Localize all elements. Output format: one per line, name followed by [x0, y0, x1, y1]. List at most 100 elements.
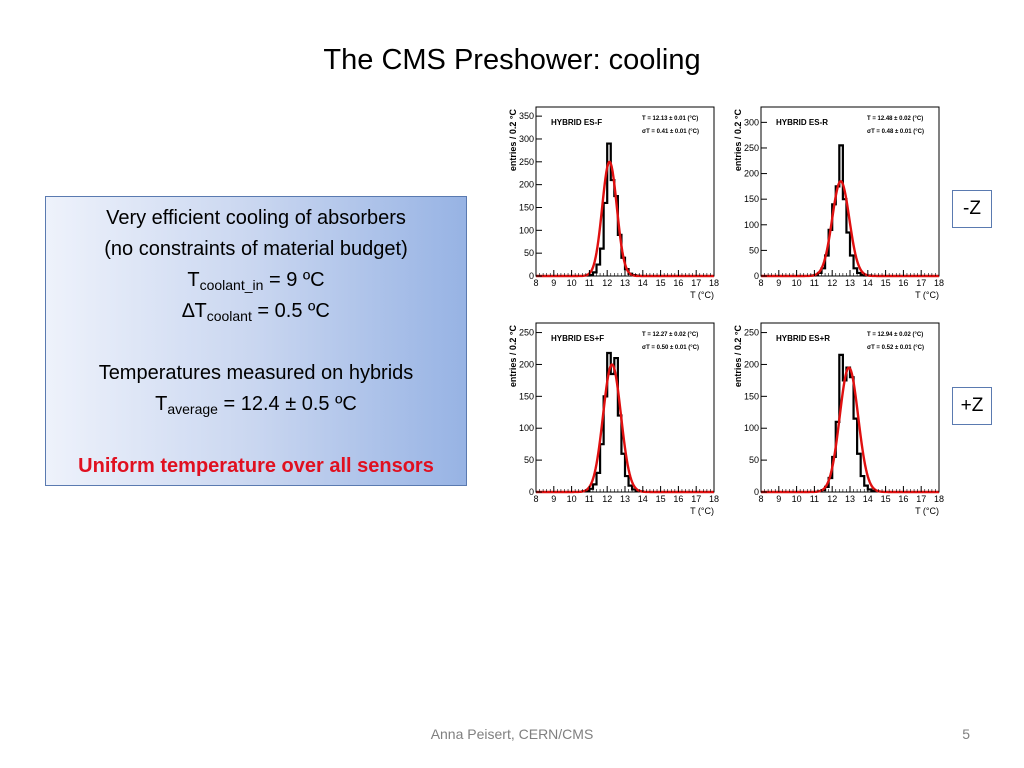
gaussian-fit-curve: [761, 180, 939, 278]
y-tick-label: 250: [519, 157, 534, 167]
y-tick-label: 150: [744, 391, 759, 401]
x-tick-label: 12: [602, 494, 612, 504]
y-axis-label: entries / 0.2 °C: [733, 109, 743, 172]
y-tick-label: 250: [744, 328, 759, 338]
histogram-esp-r: 8 9 10 11 12 13 14 15 16 17 18 0 50 100 150 200 250 T (°C…: [731, 320, 949, 523]
x-tick-label: 13: [845, 494, 855, 504]
histogram-es-r: 8 9 10 11 12 13 14 15 16 17 18 0 50 100 150 200 250 300 T …: [731, 104, 949, 307]
y-tick-label: 200: [744, 169, 759, 179]
x-axis-label: T (°C): [690, 290, 714, 300]
y-tick-label: 100: [744, 220, 759, 230]
x-tick-label: 13: [620, 494, 630, 504]
x-tick-label: 12: [602, 278, 612, 288]
x-tick-label: 18: [934, 278, 944, 288]
x-tick-label: 18: [709, 278, 719, 288]
plot-frame: [760, 322, 940, 493]
x-axis-label: T (°C): [915, 290, 939, 300]
x-tick-label: 11: [810, 278, 819, 288]
y-tick-label: 300: [519, 134, 534, 144]
y-tick-label: 300: [744, 117, 759, 127]
x-tick-label: 18: [934, 494, 944, 504]
x-tick-label: 9: [776, 494, 781, 504]
info-line-efficient-cooling: Very efficient cooling of absorbers: [106, 207, 406, 229]
plot-frame: [535, 106, 715, 277]
y-tick-label: 200: [519, 180, 534, 190]
y-tick-label: 150: [519, 202, 534, 212]
x-tick-label: 17: [691, 494, 701, 504]
cooling-summary-box: Very efficient cooling of absorbers (no …: [45, 196, 467, 486]
spacer: [46, 327, 466, 358]
y-tick-label: 250: [744, 143, 759, 153]
y-tick-label: 200: [744, 359, 759, 369]
x-tick-label: 15: [656, 494, 666, 504]
y-tick-label: 150: [744, 194, 759, 204]
x-tick-label: 9: [551, 278, 556, 288]
x-tick-label: 12: [827, 278, 837, 288]
histogram-esp-r-svg: 8 9 10 11 12 13 14 15 16 17 18 0 50 100 150 200 250 T (°C…: [733, 322, 944, 516]
stat-sigma: σT = 0.48 ± 0.01 (°C): [867, 129, 924, 135]
info-line-hybrids: Temperatures measured on hybrids: [98, 362, 414, 384]
x-tick-label: 16: [898, 494, 908, 504]
delta-subscript: coolant: [206, 308, 252, 324]
x-tick-label: 10: [567, 494, 577, 504]
x-tick-label: 8: [758, 278, 763, 288]
x-tick-label: 11: [810, 494, 819, 504]
delta-symbol: ∆: [182, 300, 195, 322]
x-axis-label: T (°C): [690, 506, 714, 516]
histogram-title: HYBRID ES+F: [551, 334, 604, 343]
stat-sigma: σT = 0.50 ± 0.01 (°C): [642, 345, 699, 351]
x-tick-label: 8: [533, 494, 538, 504]
x-tick-label: 15: [656, 278, 666, 288]
plus-z-label: +Z: [952, 387, 992, 425]
x-tick-label: 13: [845, 278, 855, 288]
x-tick-label: 17: [916, 494, 926, 504]
y-tick-label: 0: [754, 271, 759, 281]
y-tick-label: 100: [519, 225, 534, 235]
stat-mean: T = 12.94 ± 0.02 (°C): [867, 332, 923, 338]
spacer: [46, 420, 466, 451]
x-tick-label: 8: [758, 494, 763, 504]
stat-mean: T = 12.27 ± 0.02 (°C): [642, 332, 698, 338]
coolant-in-subscript: coolant_in: [199, 277, 264, 293]
stat-mean: T = 12.13 ± 0.01 (°C): [642, 116, 698, 122]
stat-sigma: σT = 0.52 ± 0.01 (°C): [867, 345, 924, 351]
y-tick-label: 0: [529, 271, 534, 281]
y-axis-label: entries / 0.2 °C: [733, 325, 743, 388]
histogram-bars: [581, 351, 644, 493]
y-tick-label: 100: [744, 423, 759, 433]
x-tick-label: 14: [863, 494, 873, 504]
x-tick-label: 13: [620, 278, 630, 288]
y-tick-label: 0: [754, 487, 759, 497]
info-line-coolant-in: Tcoolant_in = 9 ºC: [46, 265, 466, 296]
y-axis-label: entries / 0.2 °C: [508, 109, 518, 172]
footer-author: Anna Peisert, CERN/CMS: [430, 726, 594, 742]
y-tick-label: 250: [519, 328, 534, 338]
coolant-in-symbol: T: [187, 269, 200, 291]
info-line-average: Taverage = 12.4 ± 0.5 ºC: [46, 389, 466, 420]
info-line-delta-coolant: ∆Tcoolant = 0.5 ºC: [46, 296, 466, 327]
x-tick-label: 11: [585, 278, 594, 288]
avg-value: = 12.4 ± 0.5 ºC: [217, 393, 357, 415]
y-tick-label: 50: [749, 455, 759, 465]
x-tick-label: 12: [827, 494, 837, 504]
x-axis-label: T (°C): [915, 506, 939, 516]
histogram-es-f: 8 9 10 11 12 13 14 15 16 17 18 0 50 100 150 200 250 300 35…: [506, 104, 724, 307]
y-axis-label: entries / 0.2 °C: [508, 325, 518, 388]
y-tick-label: 0: [529, 487, 534, 497]
x-tick-label: 14: [638, 278, 648, 288]
histogram-es-f-svg: 8 9 10 11 12 13 14 15 16 17 18 0 50 100 150 200 250 300 35…: [508, 106, 719, 300]
histogram-esp-f-svg: 8 9 10 11 12 13 14 15 16 17 18 0 50 100 150 200 250 T (°C…: [508, 322, 719, 516]
y-tick-label: 350: [519, 111, 534, 121]
histogram-es-r-svg: 8 9 10 11 12 13 14 15 16 17 18 0 50 100 150 200 250 300 T …: [733, 106, 944, 300]
x-tick-label: 11: [585, 494, 594, 504]
x-tick-label: 9: [776, 278, 781, 288]
x-tick-label: 16: [673, 494, 683, 504]
x-tick-label: 10: [792, 494, 802, 504]
x-tick-label: 8: [533, 278, 538, 288]
y-tick-label: 100: [519, 423, 534, 433]
x-tick-label: 16: [673, 278, 683, 288]
y-tick-label: 50: [524, 248, 534, 258]
histogram-title: HYBRID ES+R: [776, 334, 830, 343]
histogram-title: HYBRID ES-R: [776, 118, 828, 127]
minus-z-label: -Z: [952, 190, 992, 228]
